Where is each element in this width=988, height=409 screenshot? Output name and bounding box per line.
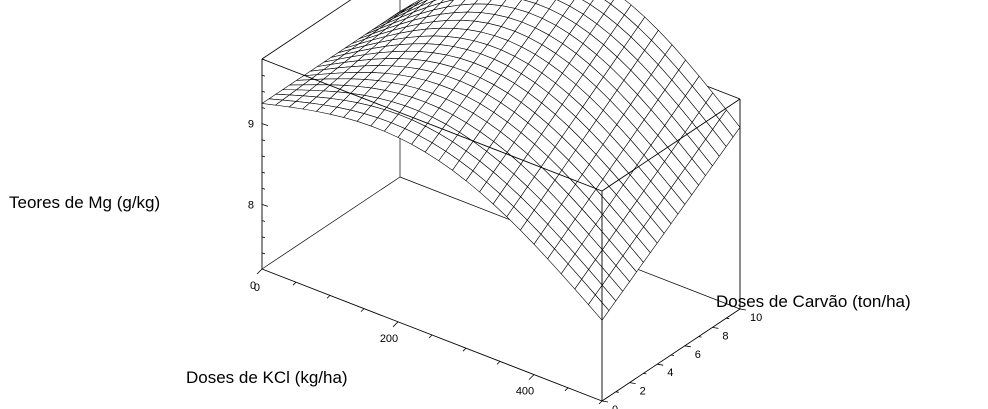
x-tick-minor <box>496 361 501 365</box>
x-tick-minor <box>360 308 365 312</box>
surface-cell <box>588 294 610 321</box>
y-tick-label: 4 <box>667 367 673 379</box>
y-tick-minor <box>670 354 675 356</box>
z-tick-minor <box>261 252 266 255</box>
x-tick-major <box>528 374 535 380</box>
y-tick-major <box>684 345 691 348</box>
box-edge-top-front <box>261 58 603 192</box>
z-tick-minor <box>261 58 266 61</box>
z-tick-minor <box>261 139 266 142</box>
z-tick-major <box>261 204 269 207</box>
x-tick-label: 0 <box>250 280 256 292</box>
x-tick-label: 400 <box>516 386 534 398</box>
z-tick-minor <box>261 171 266 174</box>
y-tick-major <box>739 308 747 311</box>
x-tick-major <box>392 321 399 328</box>
z-tick-minor <box>261 74 266 77</box>
z-tick-label: 9 <box>248 119 254 131</box>
y-tick-major <box>629 382 636 384</box>
z-tick-minor <box>261 155 266 158</box>
box-edge-top-right <box>601 98 741 192</box>
y-tick-label: 10 <box>750 312 762 324</box>
y-tick-label: 6 <box>695 349 701 361</box>
z-tick-minor <box>261 187 266 190</box>
y-tick-minor <box>698 336 702 338</box>
box-edge-top-left <box>261 0 352 60</box>
x-tick-minor <box>462 347 467 352</box>
y-tick-label: 2 <box>640 386 646 398</box>
x-tick-minor <box>292 281 297 286</box>
x-axis-title: Doses de KCl (kg/ha) <box>186 368 348 387</box>
y-tick-minor <box>726 317 730 320</box>
z-tick-label: 8 <box>248 199 254 211</box>
z-tick-minor <box>261 236 266 239</box>
y-tick-major <box>657 363 664 366</box>
y-tick-minor <box>615 391 619 393</box>
y-axis-title: Doses de Carvão (ton/ha) <box>716 292 911 311</box>
x-tick-minor <box>564 387 569 392</box>
y-tick-major <box>601 400 609 403</box>
x-tick-minor <box>598 400 603 405</box>
z-tick-minor <box>261 220 266 222</box>
x-tick-label: 200 <box>380 333 398 345</box>
axis-ticks: 0 200 400 0 2 4 6 8 10 8 9 0 <box>248 58 762 409</box>
y-tick-major <box>712 327 719 329</box>
y-tick-minor <box>643 373 647 375</box>
z-tick-minor <box>261 107 266 109</box>
x-tick-minor <box>326 295 331 299</box>
x-tick-label-origin: 0 <box>254 282 260 294</box>
z-tick-major <box>261 123 269 126</box>
x-tick-minor <box>428 334 433 339</box>
z-tick-minor <box>261 90 266 93</box>
surface-mesh <box>261 0 741 321</box>
y-tick-label: 0 <box>612 404 618 409</box>
z-axis-title: Teores de Mg (g/kg) <box>9 193 161 212</box>
y-tick-label: 8 <box>722 330 728 342</box>
x-tick-major <box>256 268 263 275</box>
box-edge-back-floor-left <box>261 176 401 270</box>
